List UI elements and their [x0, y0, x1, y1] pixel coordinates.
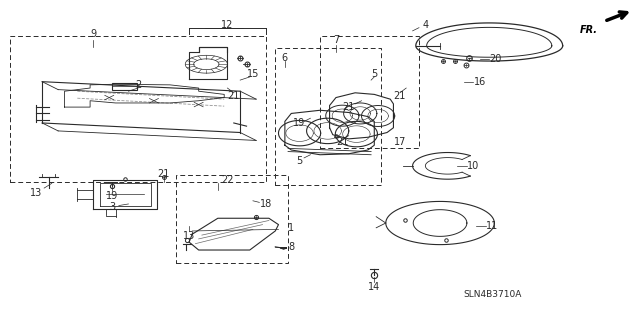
- Text: 21: 21: [394, 91, 406, 101]
- Text: 22: 22: [221, 175, 234, 185]
- Text: 4: 4: [422, 19, 428, 30]
- Text: 14: 14: [368, 282, 380, 292]
- Text: 1: 1: [288, 223, 294, 233]
- Text: 19: 19: [293, 118, 306, 128]
- Bar: [176, 175, 288, 263]
- Text: 21: 21: [157, 169, 170, 179]
- Text: SLN4B3710A: SLN4B3710A: [463, 290, 522, 299]
- Text: 11: 11: [486, 221, 499, 231]
- Text: 2: 2: [135, 80, 141, 90]
- Text: 10: 10: [467, 161, 479, 171]
- Text: 6: 6: [282, 53, 288, 63]
- Text: 21: 21: [342, 102, 355, 112]
- Text: 21: 21: [228, 91, 240, 101]
- Text: 3: 3: [109, 202, 115, 212]
- Text: 9: 9: [90, 29, 97, 39]
- Text: 8: 8: [288, 242, 294, 252]
- Text: 13: 13: [29, 188, 42, 198]
- Text: 12: 12: [221, 19, 234, 30]
- Text: 17: 17: [394, 137, 406, 147]
- Polygon shape: [280, 248, 287, 249]
- Text: 15: 15: [247, 69, 259, 79]
- Text: 5: 5: [296, 156, 303, 166]
- Text: 16: 16: [474, 77, 486, 87]
- Text: 13: 13: [183, 231, 195, 241]
- Bar: [320, 36, 419, 148]
- Text: 20: 20: [490, 55, 502, 64]
- Text: 18: 18: [260, 199, 272, 209]
- Text: 7: 7: [333, 35, 339, 45]
- Bar: [10, 36, 266, 182]
- Bar: [275, 48, 381, 185]
- Text: 21: 21: [336, 137, 349, 147]
- Text: FR.: FR.: [580, 25, 598, 34]
- Text: 5: 5: [371, 69, 378, 79]
- Text: 19: 19: [106, 191, 118, 201]
